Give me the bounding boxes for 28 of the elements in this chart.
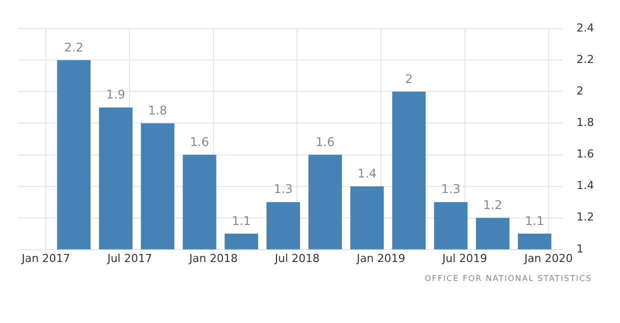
data-label: 1.6 [190, 134, 210, 149]
data-label: 1.2 [483, 198, 502, 212]
y-tick-label: 2 [576, 84, 584, 98]
y-tick-label: 2.4 [576, 21, 594, 34]
x-tick-label: Jan 2019 [356, 252, 406, 265]
data-label: 1.1 [232, 214, 251, 228]
y-tick-label: 1.2 [576, 210, 594, 224]
data-label: 1.9 [106, 88, 126, 102]
data-label: 1.3 [441, 182, 460, 196]
x-tick-label: Jul 2017 [106, 252, 152, 265]
data-label: 1.3 [274, 182, 293, 196]
data-label: 1.1 [525, 214, 544, 228]
y-tick-label: 2.2 [576, 53, 594, 66]
y-tick-label: 1.8 [576, 116, 594, 130]
text: OFFICE FOR NATIONAL STATISTICS [424, 274, 592, 283]
x-tick-label: Jan 2017 [20, 252, 70, 265]
y-tick-label: 1.4 [576, 179, 594, 192]
y-tick-label: 1 [576, 242, 584, 256]
x-tick-label: Jan 2020 [523, 252, 573, 265]
x-tick-label: Jul 2018 [274, 252, 320, 265]
x-tick-label: Jan 2018 [188, 252, 238, 265]
x-tick-label: Jul 2019 [441, 252, 488, 265]
data-label: 2 [405, 72, 413, 86]
data-label: 1.6 [316, 134, 335, 149]
data-label: 2.2 [64, 40, 84, 54]
data-label: 1.4 [357, 166, 377, 180]
y-tick-label: 1.6 [576, 148, 594, 161]
data-label: 1.8 [148, 103, 168, 118]
